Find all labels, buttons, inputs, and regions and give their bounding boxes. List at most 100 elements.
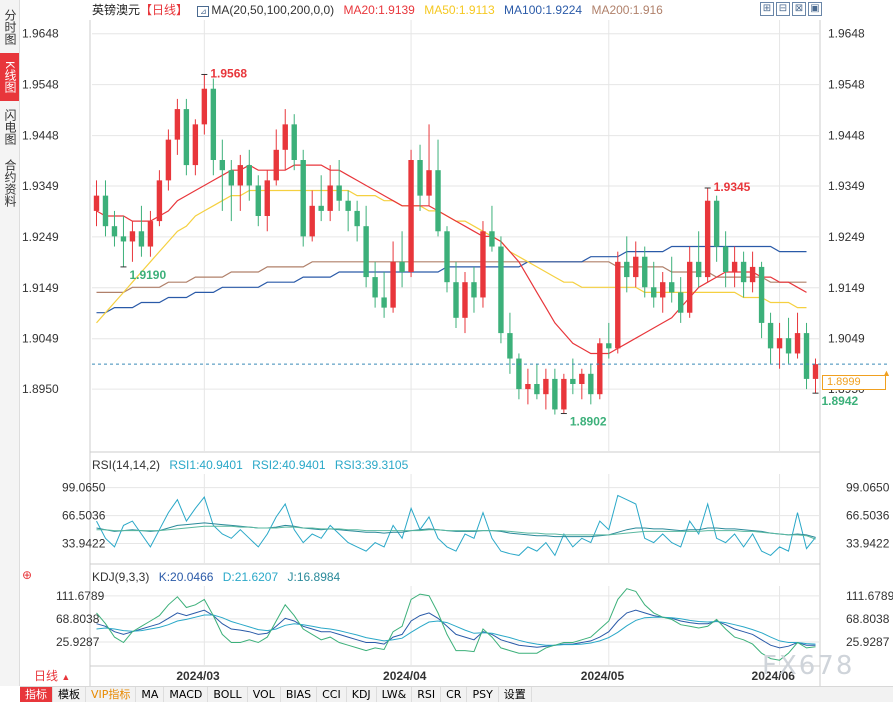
candle-body [111,226,118,237]
rsi-tick-left: 33.9422 [62,536,106,550]
candle-body [606,343,612,349]
kdj-title: KDJ(9,3,3) [92,570,150,584]
indicator-tab[interactable]: 指标 [20,687,53,702]
candle-body [174,109,181,140]
candle-body [291,124,297,160]
fullscreen-icon[interactable]: ▣ [808,2,822,16]
rsi-tick-left: 99.0650 [62,481,106,495]
candle-body [246,165,252,186]
month-tick-label: 2024/06 [752,669,796,683]
candle-body [660,282,666,298]
candle-body [444,231,450,283]
price-tick-left: 1.9548 [22,78,59,92]
candle-body [408,160,414,272]
ma50-line [96,189,807,324]
candle-body [561,378,567,410]
psy-tab[interactable]: PSY [467,687,499,702]
candle-body [426,170,432,196]
candle-body [363,226,369,278]
candle-body [138,231,145,247]
tab-kline[interactable]: K线图 [0,53,20,101]
price-tick-right: 1.9149 [828,281,865,295]
rsi1-value: RSI1:40.9401 [169,458,243,472]
cr-tab[interactable]: CR [441,687,468,702]
tab-flash[interactable]: 闪电图 [0,101,20,153]
candle-body [525,384,531,390]
ma50-value: MA50:1.9113 [424,3,495,17]
kdj-tab[interactable]: KDJ [347,687,377,702]
price-tick-left: 1.9249 [22,230,59,244]
candle-body [201,88,208,125]
candle-body [282,124,288,150]
rsi-tick-right: 66.5036 [846,509,890,523]
ma-settings-icon[interactable]: ⊿ [197,6,210,17]
candle-body [534,384,540,395]
candle-body [507,333,513,359]
candle-body [651,287,657,298]
rsi2-line [96,522,816,538]
candle-body [390,261,396,308]
price-tick-left: 1.8950 [22,382,59,396]
candle-body [453,282,459,318]
candle-body [516,358,522,390]
candle-body [300,160,306,237]
candle-body [264,180,270,216]
period-tag: 【日线】 [140,3,189,17]
macd-tab[interactable]: MACD [164,687,209,702]
candle-body [677,292,684,313]
candle-body [120,236,127,242]
boll-tab[interactable]: BOLL [208,687,248,702]
candle-body [183,109,190,166]
candle-body [489,231,495,247]
candle-body [695,261,702,278]
candle-body [633,256,639,278]
reset-icon[interactable]: ⊠ [792,2,806,16]
candle-body [354,210,360,227]
price-tick-right: 1.9349 [828,179,865,193]
ma20-value: MA20:1.9139 [343,3,415,17]
ma-tab[interactable]: MA [136,687,165,702]
candle-body [435,170,441,232]
price-tick-right: 1.9448 [828,129,865,143]
tab-contract-info[interactable]: 合约资料 [0,153,20,213]
watermark: FX678 [762,651,855,681]
vip-indicator-tab[interactable]: VIP指标 [86,687,137,702]
symbol-name: 英镑澳元 [92,3,141,17]
candle-body [228,170,235,186]
candle-body [758,266,765,323]
candle-body [704,200,711,278]
template-tab[interactable]: 模板 [53,687,86,702]
zoom-in-icon[interactable]: ⊞ [760,2,774,16]
high-annotation: 1.9345 [714,180,751,194]
price-arrow-icon: ▲ [882,368,891,378]
kdj-tick-left: 25.9287 [56,635,100,649]
candle-body [336,185,342,201]
candle-body [273,149,279,181]
price-tick-left: 1.9648 [22,27,59,41]
rsi-tab[interactable]: RSI [412,687,442,702]
candle-body [642,256,648,288]
vol-tab[interactable]: VOL [248,687,281,702]
lw-tab[interactable]: LW& [377,687,413,702]
sidebar-filler [0,213,20,686]
candle-body [794,333,801,354]
candle-body [165,139,172,181]
candle-body [731,261,738,272]
rsi-tick-right: 99.0650 [846,481,890,495]
month-tick-label: 2024/03 [176,669,220,683]
tab-timeshare[interactable]: 分时图 [0,0,20,53]
j-value: J:16.8984 [287,570,341,584]
cci-tab[interactable]: CCI [317,687,347,702]
rsi-tick-left: 66.5036 [62,509,106,523]
zoom-out-icon[interactable]: ⊟ [776,2,790,16]
period-selector[interactable]: 日线 ▲ [20,668,90,685]
price-tick-right: 1.9249 [828,230,865,244]
settings-tab[interactable]: 设置 [499,687,532,702]
crosshair-icon[interactable]: ⊕ [22,568,33,582]
bias-tab[interactable]: BIAS [281,687,318,702]
candle-body [381,297,387,308]
candle-body [417,160,423,196]
candle-body [480,231,486,298]
candlestick-chart[interactable]: 1.9648 1.9648 1.9548 1.9548 1.9448 1.9448 1.93… [20,0,893,702]
candle-body [686,261,693,313]
